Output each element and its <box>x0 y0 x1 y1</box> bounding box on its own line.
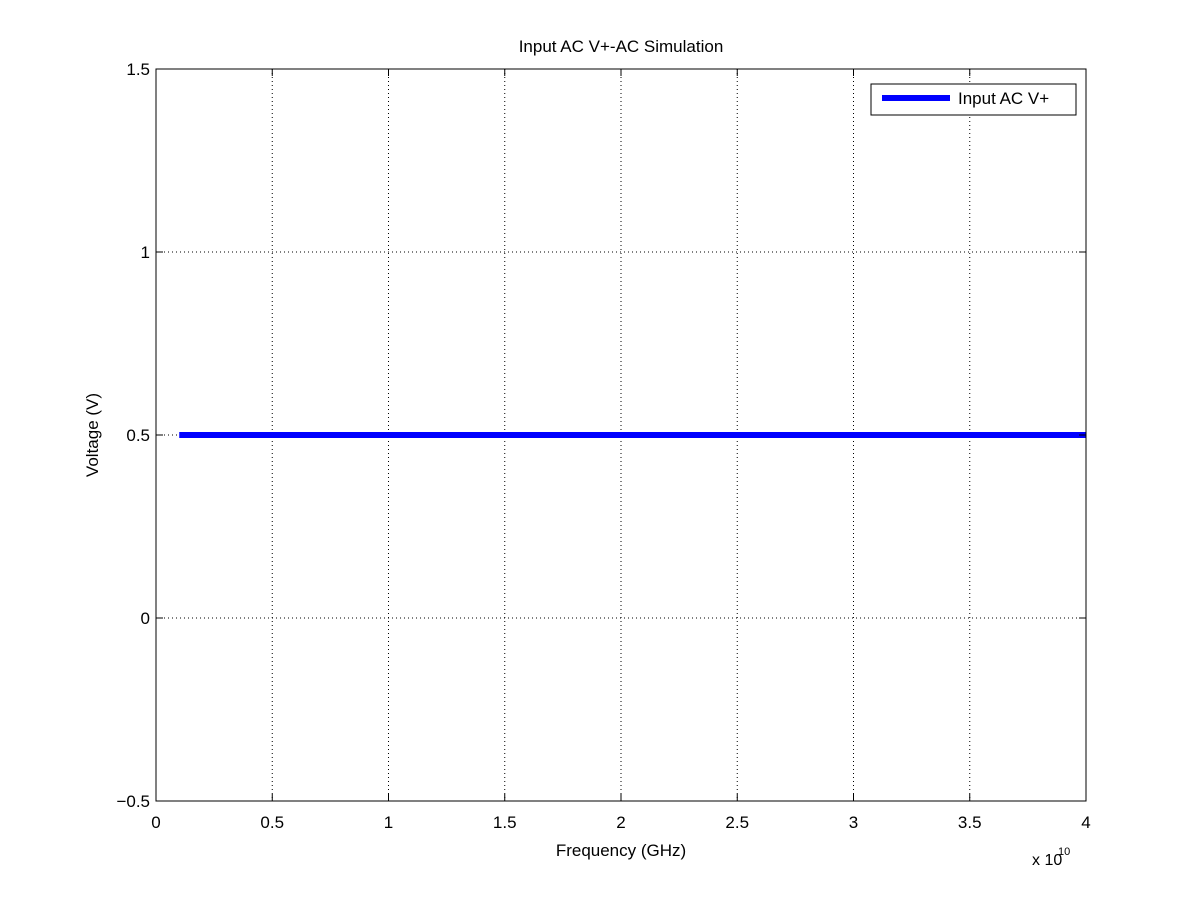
tick-labels: 0 0.5 1 1.5 2 2.5 3 3.5 4−0.500.511.5 <box>116 60 1090 832</box>
x-axis-label: Frequency (GHz) <box>556 841 686 860</box>
x-tick-label: 0.5 <box>260 813 284 832</box>
x-tick-label: 2 <box>616 813 625 832</box>
x-exponent-label: x 10 <box>1032 852 1062 869</box>
y-tick-label: 0.5 <box>126 426 150 445</box>
y-tick-label: 0 <box>141 609 150 628</box>
x-exponent-power: 10 <box>1058 846 1070 858</box>
x-tick-label: 1.5 <box>493 813 517 832</box>
y-tick-label: 1 <box>141 243 150 262</box>
x-tick-label: 0 <box>151 813 160 832</box>
x-tick-label: 3 <box>849 813 858 832</box>
legend-label-input-ac-vplus: Input AC V+ <box>958 89 1049 108</box>
ticks <box>155 68 1087 802</box>
y-tick-label: 1.5 <box>126 60 150 79</box>
y-tick-label: −0.5 <box>116 792 150 811</box>
x-tick-label: 1 <box>384 813 393 832</box>
x-tick-label: 3.5 <box>958 813 982 832</box>
legend: Input AC V+ <box>870 83 1077 116</box>
x-tick-label: 4 <box>1081 813 1090 832</box>
x-tick-label: 2.5 <box>725 813 749 832</box>
chart-title: Input AC V+-AC Simulation <box>519 37 724 56</box>
y-axis-label: Voltage (V) <box>83 393 102 477</box>
